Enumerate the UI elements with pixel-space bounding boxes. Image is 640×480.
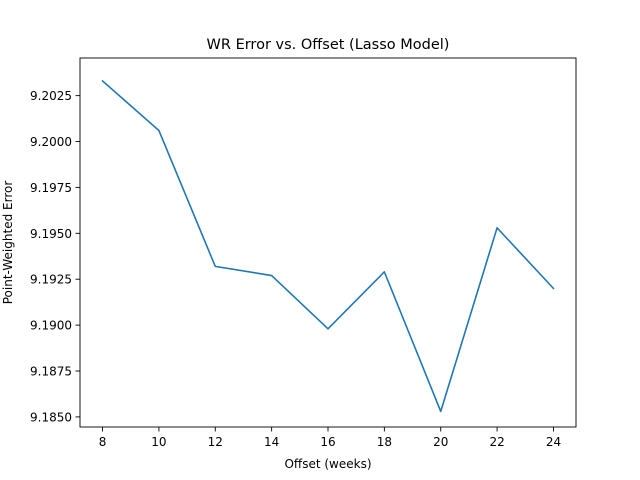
x-tick-label: 8 — [99, 435, 107, 449]
x-axis: 8 10 12 14 16 18 20 22 24 — [99, 427, 561, 449]
y-tick-label: 9.1900 — [30, 319, 72, 333]
x-tick-label: 10 — [151, 435, 166, 449]
plot-area — [101, 79, 555, 413]
y-tick-label: 9.1925 — [30, 273, 72, 287]
y-axis-label: Point-Weighted Error — [1, 181, 15, 305]
plot-frame — [79, 57, 577, 428]
x-tick-label: 24 — [546, 435, 561, 449]
y-tick-label: 9.2000 — [30, 135, 72, 149]
x-tick-label: 12 — [208, 435, 223, 449]
x-tick-label: 16 — [320, 435, 335, 449]
series-line-0 — [101, 79, 555, 413]
y-axis: 9.1850 9.1875 9.1900 9.1925 9.1950 9.1975 9.20… — [30, 89, 80, 424]
y-tick-label: 9.1950 — [30, 227, 72, 241]
y-tick-label: 9.2025 — [30, 89, 72, 103]
x-tick-label: 18 — [377, 435, 392, 449]
y-tick-label: 9.1850 — [30, 410, 72, 424]
chart-title: WR Error vs. Offset (Lasso Model) — [207, 37, 450, 53]
y-tick-label: 9.1875 — [30, 365, 72, 379]
y-tick-label: 9.1975 — [30, 181, 72, 195]
x-tick-label: 20 — [433, 435, 448, 449]
x-axis-label: Offset (weeks) — [284, 457, 371, 471]
x-tick-label: 22 — [489, 435, 504, 449]
x-tick-label: 14 — [264, 435, 279, 449]
